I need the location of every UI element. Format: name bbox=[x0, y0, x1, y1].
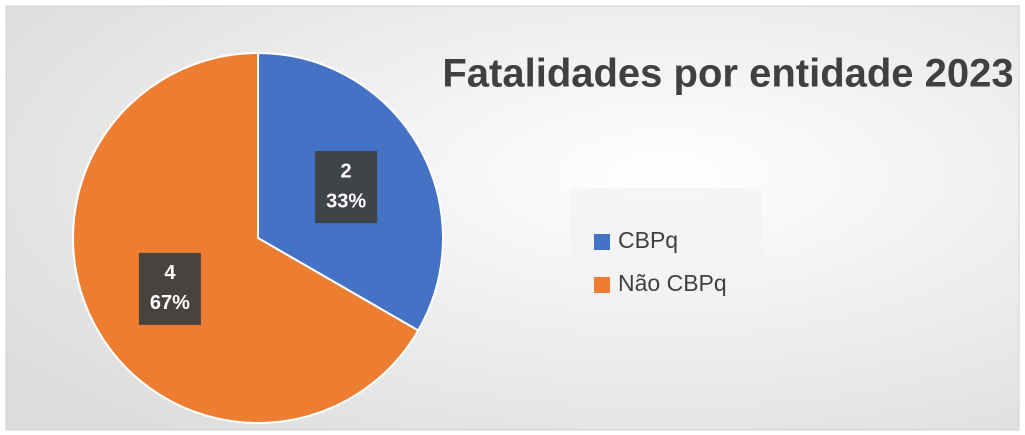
data-label-box bbox=[315, 151, 378, 224]
pie-slice bbox=[72, 51, 420, 424]
data-label-value: 2 bbox=[341, 160, 352, 182]
legend-label: Não CBPq bbox=[618, 270, 727, 296]
data-label-box bbox=[138, 252, 201, 325]
legend-swatch bbox=[594, 234, 610, 250]
data-label-percent: 33% bbox=[326, 190, 366, 212]
data-label-percent: 67% bbox=[150, 292, 190, 314]
legend-label: CBPq bbox=[618, 227, 678, 253]
data-label-value: 4 bbox=[164, 262, 176, 284]
chart-title: Fatalidades por entidade 2023 bbox=[442, 52, 1013, 96]
legend-swatch bbox=[594, 277, 610, 293]
